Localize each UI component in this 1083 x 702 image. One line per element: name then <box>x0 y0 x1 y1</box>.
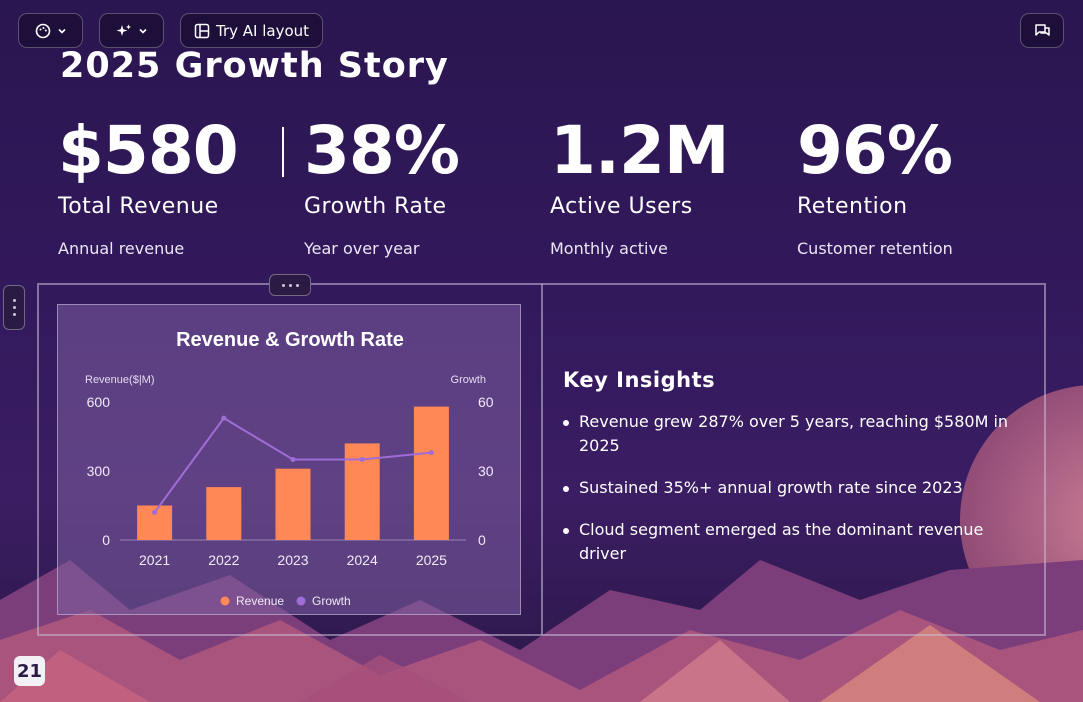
chart-card[interactable]: Revenue & Growth Rate Revenue($|M) Growth 0… <box>57 304 521 615</box>
legend-label-revenue: Revenue <box>236 594 284 608</box>
stat-label[interactable]: Retention <box>797 194 908 219</box>
bar <box>275 468 311 540</box>
x-tick-label: 2022 <box>208 552 239 568</box>
revenue-growth-chart[interactable]: Revenue & Growth Rate Revenue($|M) Growth 0… <box>58 305 522 616</box>
chevron-down-icon <box>57 26 67 36</box>
stat-subtitle[interactable]: Customer retention <box>797 239 953 258</box>
comments-button[interactable] <box>1020 13 1064 48</box>
stat-label[interactable]: Total Revenue <box>58 194 219 219</box>
bar <box>206 487 242 540</box>
x-tick-label: 2024 <box>347 552 378 568</box>
comments-icon <box>1034 23 1051 39</box>
theme-menu-button[interactable] <box>18 13 83 48</box>
y-tick-label-left: 600 <box>87 394 111 410</box>
text-cursor <box>282 127 284 177</box>
x-tick-label: 2023 <box>277 552 308 568</box>
stat-subtitle[interactable]: Year over year <box>304 239 420 258</box>
chart-title: Revenue & Growth Rate <box>176 329 404 351</box>
y-tick-label-left: 300 <box>87 463 111 479</box>
chevron-down-icon <box>138 26 148 36</box>
stat-value[interactable]: 96% <box>797 112 953 189</box>
sparkles-icon <box>116 23 132 39</box>
y-axis-label-right: Growth <box>451 374 486 386</box>
y-tick-label-left: 0 <box>102 532 110 548</box>
stat-active-users[interactable]: 1.2M Active Users Monthly active <box>550 112 730 258</box>
growth-point <box>428 450 434 456</box>
insights-heading[interactable]: Key Insights <box>563 368 716 392</box>
x-tick-label: 2025 <box>416 552 447 568</box>
legend-marker-revenue <box>220 596 230 606</box>
bar <box>413 406 449 540</box>
list-item[interactable]: Cloud segment emerged as the dominant re… <box>563 518 1023 566</box>
slide-title[interactable]: 2025 Growth Story <box>60 46 449 86</box>
stat-growth-rate[interactable]: 38% Growth Rate Year over year <box>304 112 460 258</box>
legend-marker-growth <box>296 596 306 606</box>
stat-subtitle[interactable]: Annual revenue <box>58 239 185 258</box>
stat-value[interactable]: 38% <box>304 112 460 189</box>
stat-value[interactable]: $580 <box>58 112 239 189</box>
growth-point <box>221 415 227 421</box>
stat-value[interactable]: 1.2M <box>550 112 730 189</box>
key-insights[interactable]: Key Insights Revenue grew 287% over 5 ye… <box>563 368 1023 584</box>
stat-retention[interactable]: 96% Retention Customer retention <box>797 112 953 258</box>
y-axis-label-left: Revenue($|M) <box>85 374 155 386</box>
try-ai-layout-button[interactable]: Try AI layout <box>180 13 323 48</box>
stat-subtitle[interactable]: Monthly active <box>550 239 668 258</box>
try-ai-layout-label: Try AI layout <box>215 21 310 40</box>
growth-point <box>290 457 296 462</box>
row-drag-handle[interactable] <box>269 274 311 296</box>
stat-label[interactable]: Active Users <box>550 194 693 219</box>
page-number-badge[interactable]: 21 <box>14 656 45 686</box>
growth-point <box>359 457 365 462</box>
column-divider[interactable] <box>541 284 543 635</box>
ai-menu-button[interactable] <box>99 13 164 48</box>
palette-icon <box>35 23 51 39</box>
growth-point <box>152 509 158 515</box>
stat-total-revenue[interactable]: $580 Total Revenue Annual revenue <box>58 112 239 258</box>
layout-icon <box>194 23 210 39</box>
block-drag-handle[interactable] <box>3 285 25 330</box>
legend-label-growth: Growth <box>312 594 351 608</box>
y-tick-label-right: 60 <box>478 394 494 410</box>
y-tick-label-right: 0 <box>478 532 486 548</box>
insights-list: Revenue grew 287% over 5 years, reaching… <box>563 410 1023 566</box>
list-item[interactable]: Sustained 35%+ annual growth rate since … <box>563 476 1023 500</box>
y-tick-label-right: 30 <box>478 463 494 479</box>
list-item[interactable]: Revenue grew 287% over 5 years, reaching… <box>563 410 1023 458</box>
x-tick-label: 2021 <box>139 552 170 568</box>
stat-label[interactable]: Growth Rate <box>304 194 447 219</box>
